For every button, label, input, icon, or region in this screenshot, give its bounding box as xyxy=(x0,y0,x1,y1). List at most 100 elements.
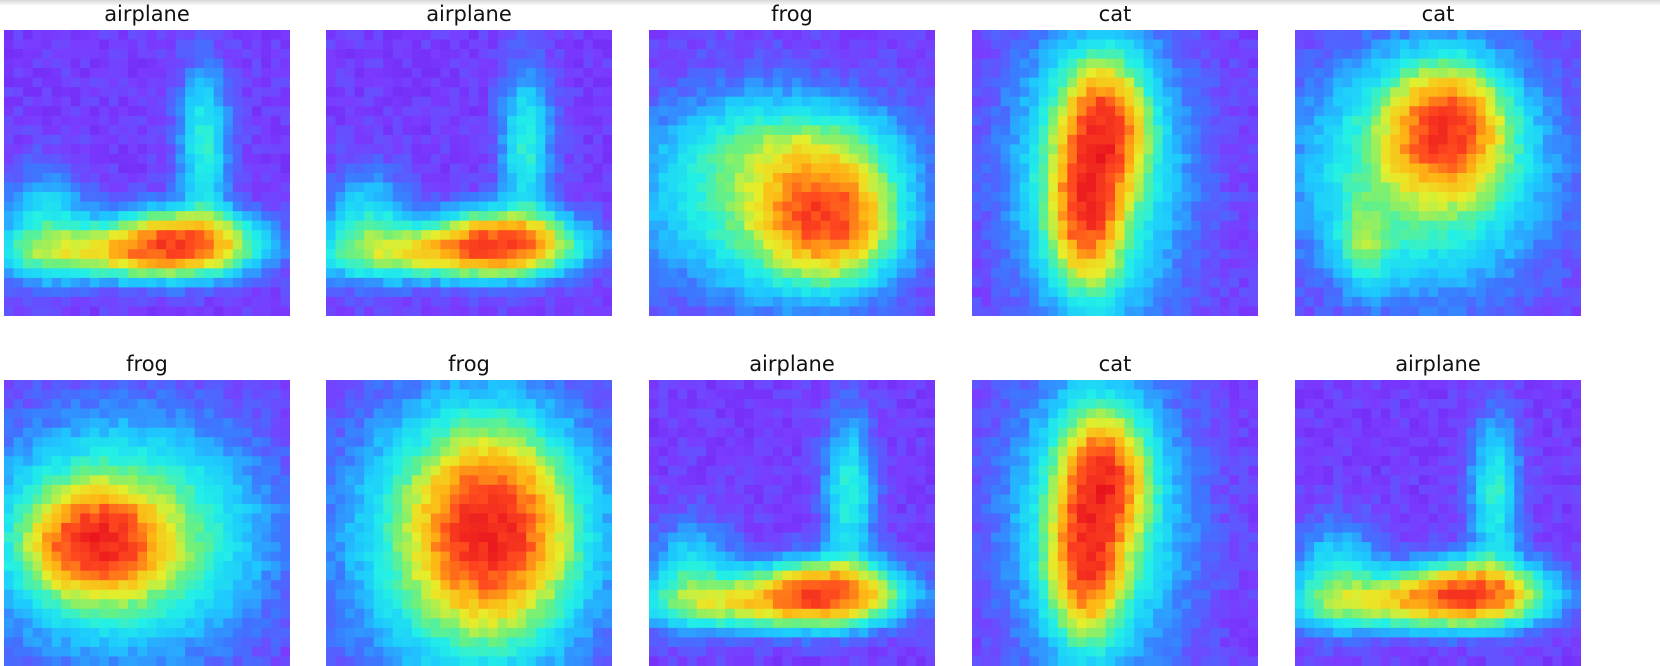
heatmap-pixel xyxy=(42,68,52,78)
heatmap-pixel xyxy=(916,268,926,278)
heatmap-pixel xyxy=(1400,306,1410,316)
heatmap-pixel xyxy=(166,135,176,145)
heatmap-pixel xyxy=(4,135,14,145)
heatmap-pixel xyxy=(1001,154,1011,164)
heatmap-pixel xyxy=(821,87,831,97)
heatmap-pixel xyxy=(271,78,281,88)
heatmap-pixel xyxy=(1543,211,1553,221)
heatmap-pixel xyxy=(583,192,593,202)
heatmap-pixel xyxy=(1457,259,1467,269)
heatmap-pixel xyxy=(725,116,735,126)
heatmap-pixel xyxy=(574,154,584,164)
heatmap-pixel xyxy=(195,40,205,50)
heatmap-pixel xyxy=(1362,97,1372,107)
heatmap-pixel xyxy=(1077,211,1087,221)
heatmap-pixel xyxy=(1058,68,1068,78)
heatmap-pixel xyxy=(802,116,812,126)
heatmap-pixel xyxy=(868,211,878,221)
heatmap-pixel xyxy=(821,306,831,316)
heatmap-pixel xyxy=(214,59,224,69)
heatmap-pixel xyxy=(336,211,346,221)
heatmap-pixel xyxy=(233,475,243,485)
heatmap-pixel xyxy=(868,249,878,259)
heatmap-pixel xyxy=(1229,87,1239,97)
heatmap-pixel xyxy=(459,268,469,278)
heatmap-pixel xyxy=(849,49,859,59)
heatmap-pixel xyxy=(1067,278,1077,288)
heatmap-pixel xyxy=(1524,249,1534,259)
heatmap-pixel xyxy=(1543,78,1553,88)
heatmap-pixel xyxy=(706,87,716,97)
heatmap-pixel xyxy=(887,297,897,307)
heatmap-pixel xyxy=(204,278,214,288)
heatmap-pixel xyxy=(1115,297,1125,307)
heatmap-pixel xyxy=(118,268,128,278)
heatmap-pixel xyxy=(1172,287,1182,297)
heatmap-pixel xyxy=(1390,49,1400,59)
heatmap-pixel xyxy=(280,59,290,69)
heatmap-pixel xyxy=(431,202,441,212)
heatmap-pixel xyxy=(744,249,754,259)
heatmap-pixel xyxy=(602,192,612,202)
heatmap-pixel xyxy=(659,125,669,135)
heatmap-pixel xyxy=(1514,240,1524,250)
heatmap-pixel xyxy=(42,494,52,504)
heatmap-pixel xyxy=(678,221,688,231)
heatmap-pixel xyxy=(982,125,992,135)
heatmap-pixel xyxy=(1333,230,1343,240)
heatmap-pixel xyxy=(195,428,205,438)
heatmap-pixel xyxy=(4,494,14,504)
heatmap-pixel xyxy=(1201,202,1211,212)
heatmap-pixel xyxy=(214,106,224,116)
heatmap-pixel xyxy=(1210,183,1220,193)
heatmap-pixel xyxy=(71,504,81,514)
heatmap-pixel xyxy=(1505,163,1515,173)
heatmap-pixel xyxy=(1428,68,1438,78)
heatmap-pixel xyxy=(42,144,52,154)
heatmap-pixel xyxy=(280,306,290,316)
heatmap-pixel xyxy=(214,221,224,231)
heatmap-pixel xyxy=(431,192,441,202)
heatmap-pixel xyxy=(383,163,393,173)
heatmap-pixel xyxy=(271,116,281,126)
heatmap-pixel xyxy=(574,68,584,78)
heatmap-pixel xyxy=(1505,268,1515,278)
heatmap-pixel xyxy=(868,192,878,202)
heatmap-pixel xyxy=(1295,78,1305,88)
heatmap-pixel xyxy=(1314,202,1324,212)
heatmap-pixel xyxy=(782,135,792,145)
heatmap-pixel xyxy=(840,135,850,145)
heatmap-pixel xyxy=(479,268,489,278)
heatmap-pixel xyxy=(811,259,821,269)
heatmap-pixel xyxy=(1125,154,1135,164)
heatmap-pixel xyxy=(982,211,992,221)
heatmap-pixel xyxy=(754,163,764,173)
heatmap-pixel xyxy=(157,513,167,523)
heatmap-pixel xyxy=(498,306,508,316)
heatmap-pixel xyxy=(1343,287,1353,297)
heatmap-pixel xyxy=(252,306,262,316)
heatmap-pixel xyxy=(906,87,916,97)
heatmap-pixel xyxy=(383,97,393,107)
heatmap-pixel xyxy=(555,144,565,154)
heatmap-pixel xyxy=(326,59,336,69)
heatmap-pixel xyxy=(1352,68,1362,78)
heatmap-pixel xyxy=(176,154,186,164)
heatmap-pixel xyxy=(1371,59,1381,69)
heatmap-pixel xyxy=(99,494,109,504)
heatmap-pixel xyxy=(659,202,669,212)
heatmap-pixel xyxy=(233,135,243,145)
heatmap-pixel xyxy=(1390,116,1400,126)
heatmap-pixel xyxy=(1571,287,1581,297)
heatmap-pixel xyxy=(4,144,14,154)
heatmap-pixel xyxy=(1048,268,1058,278)
heatmap-pixel xyxy=(223,49,233,59)
heatmap-pixel xyxy=(364,154,374,164)
heatmap-pixel xyxy=(23,399,33,409)
heatmap-pixel xyxy=(1144,40,1154,50)
heatmap-pixel xyxy=(1362,287,1372,297)
heatmap-pixel xyxy=(157,485,167,495)
heatmap-pixel xyxy=(840,125,850,135)
heatmap-pixel xyxy=(1067,68,1077,78)
heatmap-pixel xyxy=(431,287,441,297)
